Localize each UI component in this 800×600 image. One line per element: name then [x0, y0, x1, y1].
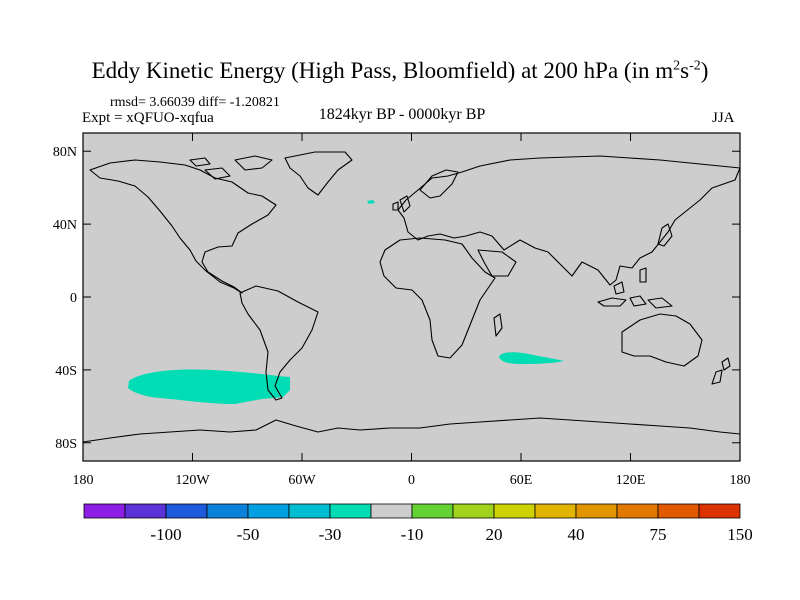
coast-madagascar — [493, 313, 503, 337]
coast-africa — [379, 237, 496, 359]
coast-north-america — [89, 159, 277, 294]
colorbar-label: 75 — [650, 525, 667, 544]
colorbar-label: -30 — [319, 525, 342, 544]
colorbar-swatch — [411, 503, 454, 519]
lat-tick-label: 80N — [53, 145, 77, 160]
coast-antarctica — [82, 417, 741, 443]
coast-greenland — [284, 151, 353, 196]
map-background — [83, 133, 740, 461]
season-label: JJA — [712, 110, 735, 126]
colorbar-swatch — [493, 503, 536, 519]
coast-arctic-islands — [189, 155, 273, 180]
colorbar-swatch — [616, 503, 659, 519]
colorbar-swatch — [698, 503, 741, 519]
colorbar-swatch — [247, 503, 290, 519]
colorbar-swatch — [83, 503, 126, 519]
lat-tick-label: 40S — [55, 364, 77, 379]
colorbar-swatch — [452, 503, 495, 519]
anomaly-north-atlantic — [367, 200, 375, 204]
stats-label: rmsd= 3.66039 diff= -1.20821 — [110, 95, 280, 110]
colorbar-label: 20 — [486, 525, 503, 544]
colorbar-swatch — [124, 503, 167, 519]
period-label: 1824kyr BP - 0000kyr BP — [318, 106, 486, 123]
anomaly-south-indian — [499, 352, 564, 364]
coast-eurasia — [397, 155, 741, 286]
colorbar-label: 150 — [727, 525, 753, 544]
lat-tick-label: 0 — [70, 291, 77, 306]
coast-new-zealand — [711, 357, 731, 385]
lat-tick-label: 40N — [53, 218, 77, 233]
lon-tick-label: 120W — [175, 473, 210, 488]
experiment-label: Expt = xQFUO-xqfua — [82, 110, 214, 126]
colorbar: -100 -50 -30 -10 20 40 75 150 — [83, 503, 753, 544]
anomaly-regions — [128, 200, 564, 404]
latitude-axis: 80N 40N 0 40S 80S — [53, 145, 740, 452]
anomaly-south-pacific — [128, 369, 290, 404]
colorbar-label: -10 — [401, 525, 424, 544]
lon-tick-label: 120E — [616, 473, 646, 488]
colorbar-swatch — [534, 503, 577, 519]
coast-south-america — [239, 285, 319, 401]
colorbar-swatch — [329, 503, 372, 519]
map-title: Eddy Kinetic Energy (High Pass, Bloomfie… — [91, 58, 709, 83]
lon-tick-label: 60E — [510, 473, 533, 488]
coast-southeast-asia-islands — [597, 267, 673, 309]
coastlines — [82, 151, 741, 443]
colorbar-swatch — [165, 503, 208, 519]
colorbar-swatch — [657, 503, 700, 519]
lat-tick-label: 80S — [55, 437, 77, 452]
colorbar-swatch — [206, 503, 249, 519]
coast-british-isles — [392, 195, 411, 213]
coast-scandinavia — [419, 169, 459, 199]
colorbar-label: -50 — [237, 525, 260, 544]
coast-australia — [621, 313, 703, 367]
coast-arabia — [477, 249, 517, 277]
coast-japan — [657, 223, 673, 247]
colorbar-swatch — [575, 503, 618, 519]
lon-tick-label: 180 — [73, 473, 94, 488]
colorbar-swatch — [370, 503, 413, 519]
colorbar-swatch — [288, 503, 331, 519]
colorbar-label: 40 — [568, 525, 585, 544]
colorbar-label: -100 — [150, 525, 181, 544]
lon-tick-label: 0 — [408, 473, 415, 488]
lon-tick-label: 60W — [288, 473, 316, 488]
lon-tick-label: 180 — [730, 473, 751, 488]
longitude-axis: 180 120W 60W 0 60E 120E 180 — [73, 133, 751, 488]
